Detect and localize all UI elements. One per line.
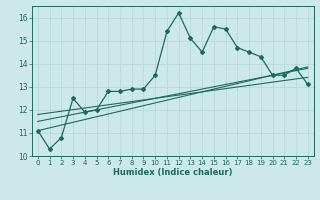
X-axis label: Humidex (Indice chaleur): Humidex (Indice chaleur) [113,168,233,177]
